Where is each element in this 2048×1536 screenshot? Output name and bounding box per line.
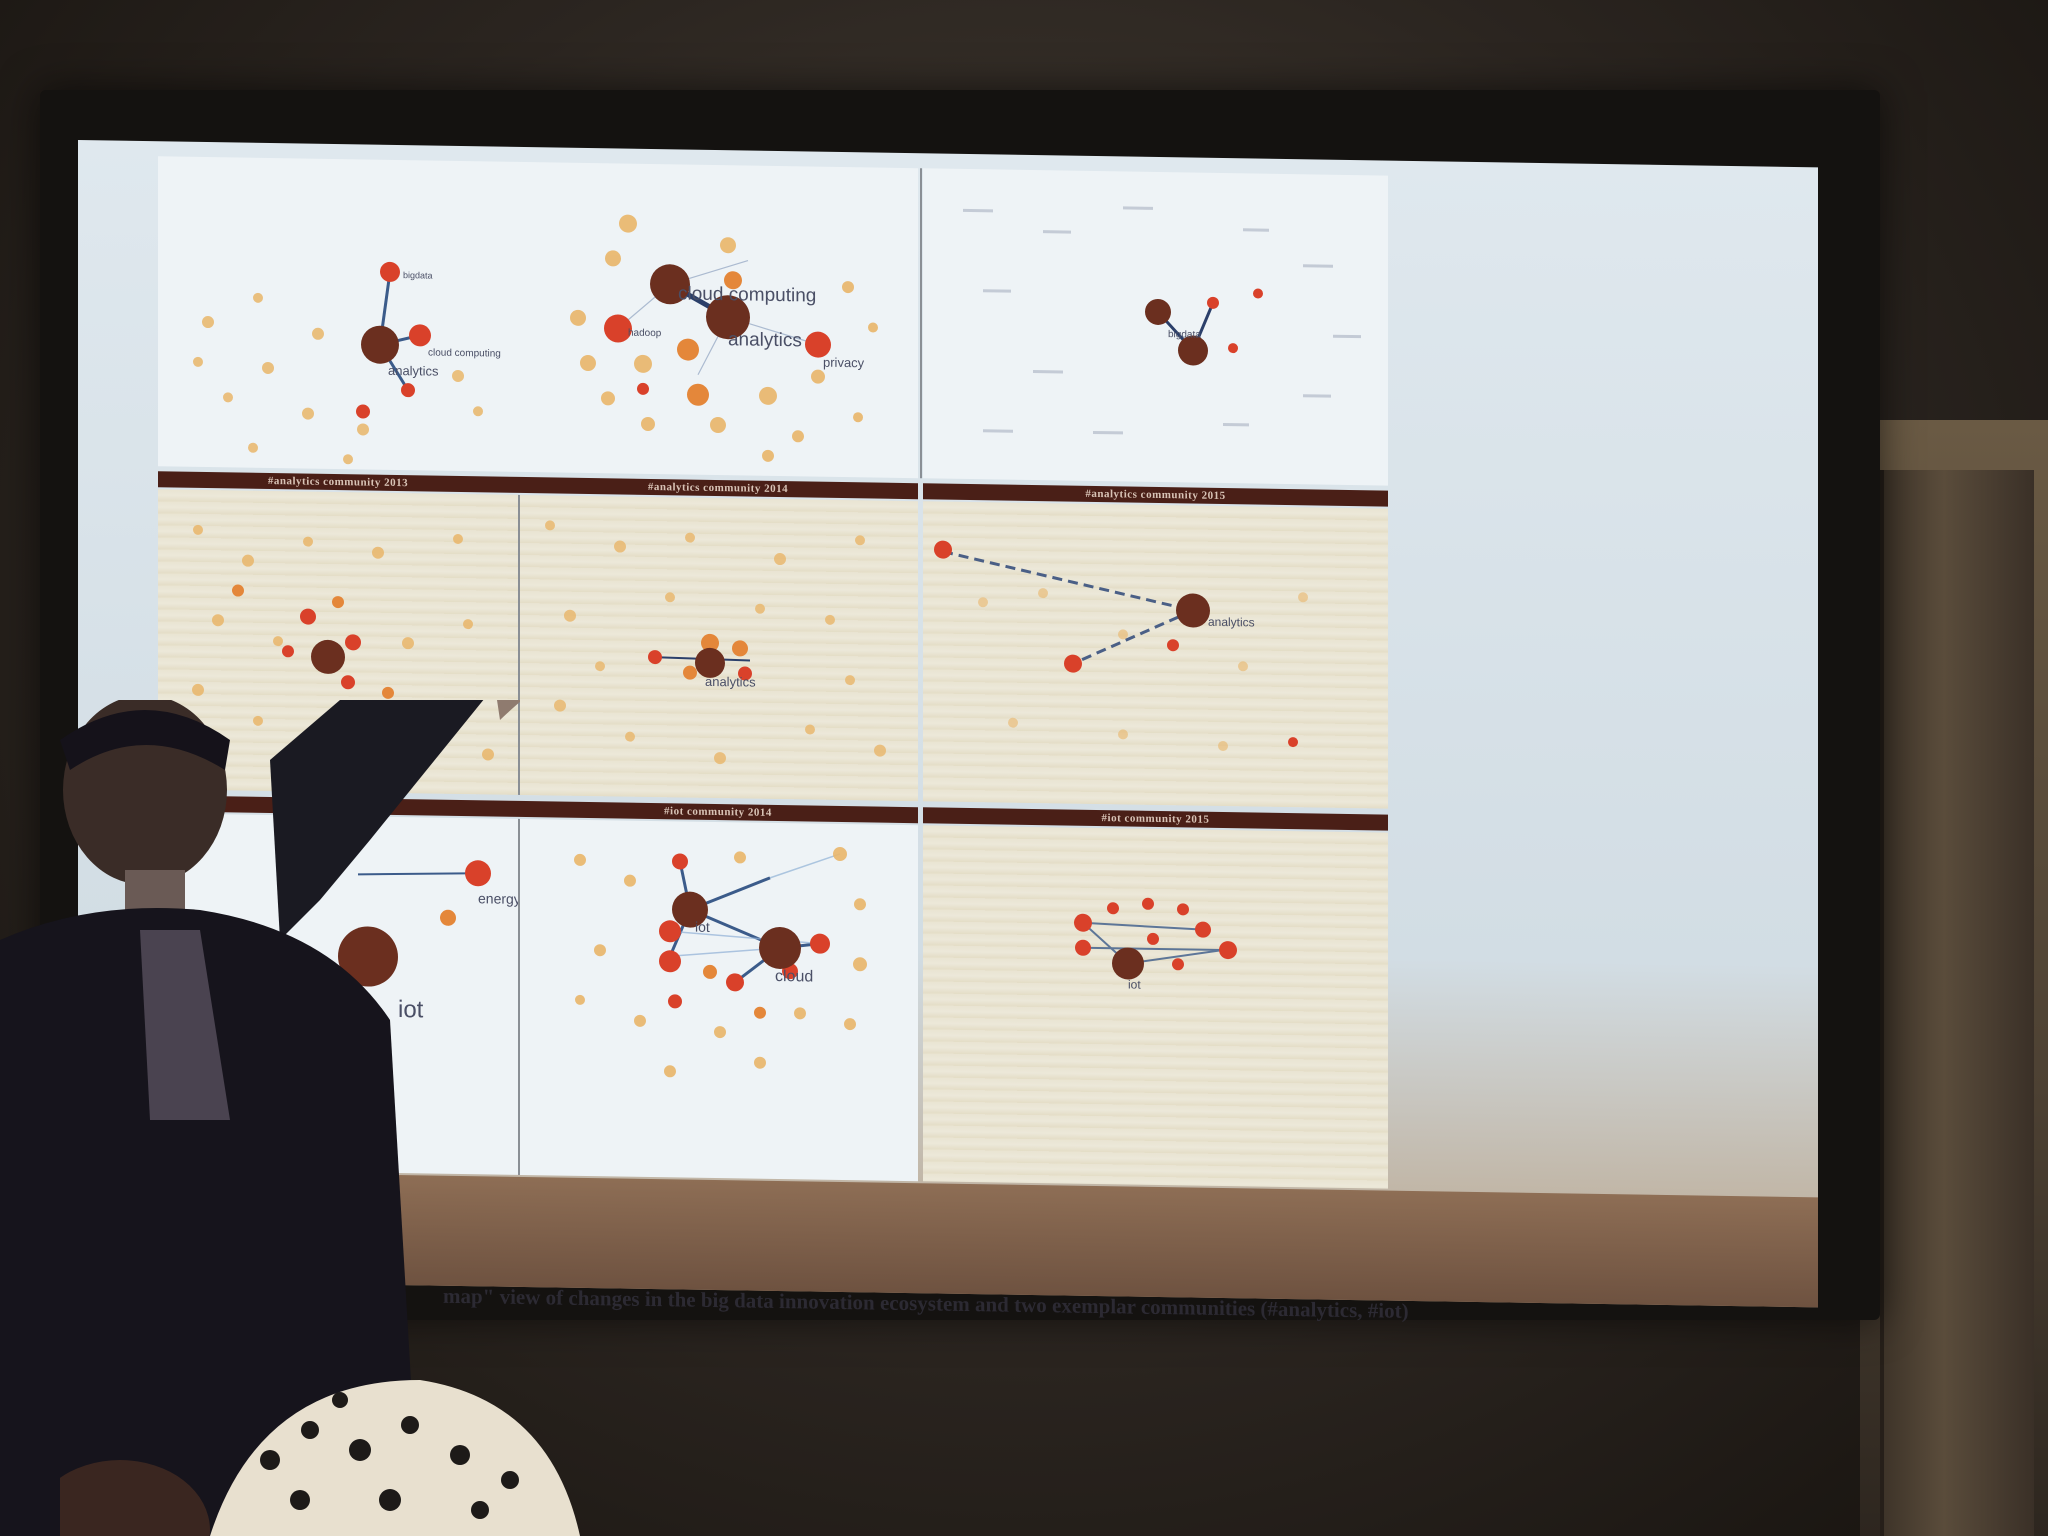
node-label-cloud-computing: cloud computing — [428, 347, 501, 359]
node-label-analytics: analytics — [1208, 615, 1255, 630]
panel-row3-left: energy iot — [158, 813, 518, 1175]
node-label-analytics: analytics — [728, 329, 802, 351]
panel-row1-middle: cloud computing analytics privacy hadoop — [518, 161, 918, 479]
node-label-analytics: analytics — [705, 674, 756, 690]
node-label-privacy: privacy — [823, 355, 865, 371]
audience-member — [60, 1380, 580, 1536]
panel-row1-left: analytics cloud computing bigdata — [158, 156, 518, 472]
projected-slide: analytics cloud computing bigdata — [78, 140, 1818, 1323]
node-label-bigdata: bigdata — [1168, 329, 1201, 341]
network-graph-row3-left: energy iot — [338, 860, 518, 1023]
divider — [920, 168, 922, 479]
node-label-cloud-computing: cloud computing — [678, 283, 816, 306]
network-graph-row2-right: analytics — [934, 540, 1308, 751]
presenter-silhouette — [0, 700, 520, 1536]
node-label-analytics: analytics — [388, 363, 439, 379]
panel-row3-middle: iot cloud — [520, 818, 918, 1182]
network-graph-row3-right: iot — [1074, 897, 1237, 992]
node-label-energy: energy — [478, 890, 518, 907]
network-graph-row1-left: analytics cloud computing bigdata — [193, 261, 501, 465]
network-graph-row1-middle: cloud computing analytics privacy hadoop — [570, 214, 878, 462]
panel-row2-right: analytics — [923, 501, 1388, 809]
network-graph-row1-right: bigdata — [963, 206, 1361, 435]
node-label-hadoop: hadoop — [628, 328, 662, 340]
panel-row2-middle: analytics — [520, 494, 918, 802]
node-label-iot: iot — [1128, 977, 1141, 991]
doorway — [1880, 470, 2034, 1536]
network-graph-row3-middle: iot cloud — [574, 846, 867, 1078]
network-graph-row2-middle: analytics — [545, 520, 886, 765]
panel-row1-right: bigdata — [923, 168, 1388, 486]
node-label-bigdata: bigdata — [403, 270, 433, 280]
node-label-iot: iot — [695, 919, 710, 935]
panel-row3-right: iot — [923, 825, 1388, 1189]
node-label-iot: iot — [398, 996, 424, 1023]
node-label-cloud: cloud — [775, 968, 813, 986]
